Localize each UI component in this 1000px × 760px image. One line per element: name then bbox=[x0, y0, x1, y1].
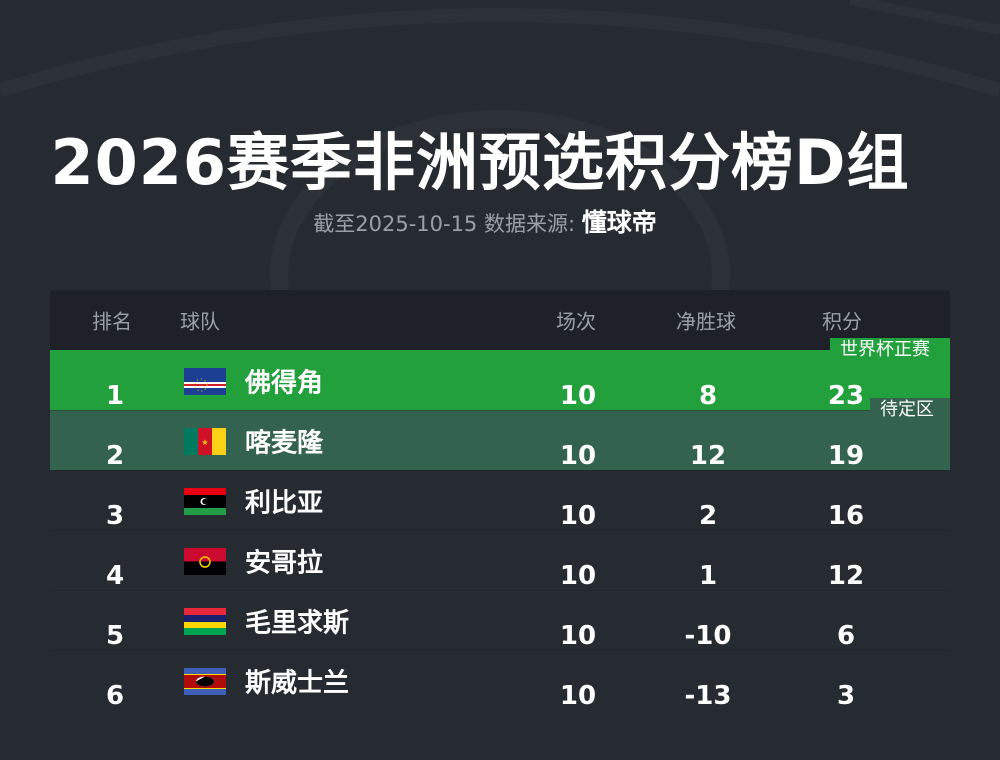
gd-value: 2 bbox=[698, 500, 718, 531]
table-row: 5 毛里求斯 10 -10 6 bbox=[50, 590, 950, 651]
col-team: 球队 bbox=[180, 309, 220, 334]
points-value: 23 bbox=[827, 380, 865, 411]
points-value: 19 bbox=[827, 440, 865, 471]
played-value: 10 bbox=[559, 500, 597, 531]
table-row: 4 安哥拉 10 1 12 bbox=[50, 530, 950, 591]
played-value: 10 bbox=[559, 620, 597, 651]
team-name: 斯威士兰 bbox=[245, 668, 350, 698]
team-name: 佛得角 bbox=[245, 368, 324, 398]
table-row: 1 佛得角 10 8 23 bbox=[50, 350, 950, 411]
table-row: 6 斯威士兰 10 -13 3 bbox=[50, 650, 950, 711]
table-header: 排名 球队 场次 净胜球 积分 bbox=[50, 290, 950, 350]
col-points: 积分 bbox=[822, 309, 862, 334]
played-value: 10 bbox=[559, 560, 597, 591]
rank-value: 3 bbox=[105, 500, 125, 531]
qualified-badge: 世界杯正赛 bbox=[830, 338, 950, 362]
mauritius-flag-icon bbox=[184, 608, 226, 635]
cape-verde-flag-icon bbox=[184, 368, 226, 395]
played-value: 10 bbox=[559, 380, 597, 411]
rank-value: 1 bbox=[105, 380, 125, 411]
svg-text:★: ★ bbox=[201, 438, 208, 447]
col-rank: 排名 bbox=[92, 309, 132, 334]
eswatini-flag-icon bbox=[184, 668, 226, 695]
gd-value: 8 bbox=[698, 380, 718, 411]
table-row: 3 利比亚 10 2 16 bbox=[50, 470, 950, 531]
pending-badge: 待定区 bbox=[870, 398, 950, 422]
gd-value: 12 bbox=[689, 440, 727, 471]
page-title: 2026赛季非洲预选积分榜D组 bbox=[50, 126, 910, 199]
team-name: 喀麦隆 bbox=[245, 428, 324, 458]
points-value: 16 bbox=[827, 500, 865, 531]
rank-value: 5 bbox=[105, 620, 125, 651]
col-gd: 净胜球 bbox=[676, 309, 736, 334]
date-source-label: 截至2025-10-15 数据来源: bbox=[313, 212, 576, 236]
angola-flag-icon bbox=[184, 548, 226, 576]
col-played: 场次 bbox=[556, 309, 596, 334]
cameroon-flag-icon: ★ bbox=[184, 428, 226, 455]
rank-value: 2 bbox=[105, 440, 125, 471]
gd-value: -13 bbox=[684, 680, 732, 711]
source-logo: 懂球帝 bbox=[581, 208, 657, 237]
played-value: 10 bbox=[559, 440, 597, 471]
gd-value: -10 bbox=[684, 620, 732, 651]
subtitle: 截至2025-10-15 数据来源: 懂球帝 bbox=[0, 203, 970, 239]
rank-value: 4 bbox=[105, 560, 125, 591]
table-row: 2 ★ 喀麦隆 10 12 19 bbox=[50, 410, 950, 471]
libya-flag-icon bbox=[184, 488, 226, 515]
team-name: 安哥拉 bbox=[245, 548, 324, 578]
gd-value: 1 bbox=[698, 560, 718, 591]
standings-table: 排名 球队 场次 净胜球 积分 1 佛得角 10 8 23 2 ★ 喀麦隆 10 … bbox=[50, 290, 950, 711]
rank-value: 6 bbox=[105, 680, 125, 711]
points-value: 3 bbox=[836, 680, 856, 711]
points-value: 6 bbox=[836, 620, 856, 651]
team-name: 毛里求斯 bbox=[245, 608, 350, 638]
team-name: 利比亚 bbox=[245, 488, 324, 518]
points-value: 12 bbox=[827, 560, 865, 591]
played-value: 10 bbox=[559, 680, 597, 711]
